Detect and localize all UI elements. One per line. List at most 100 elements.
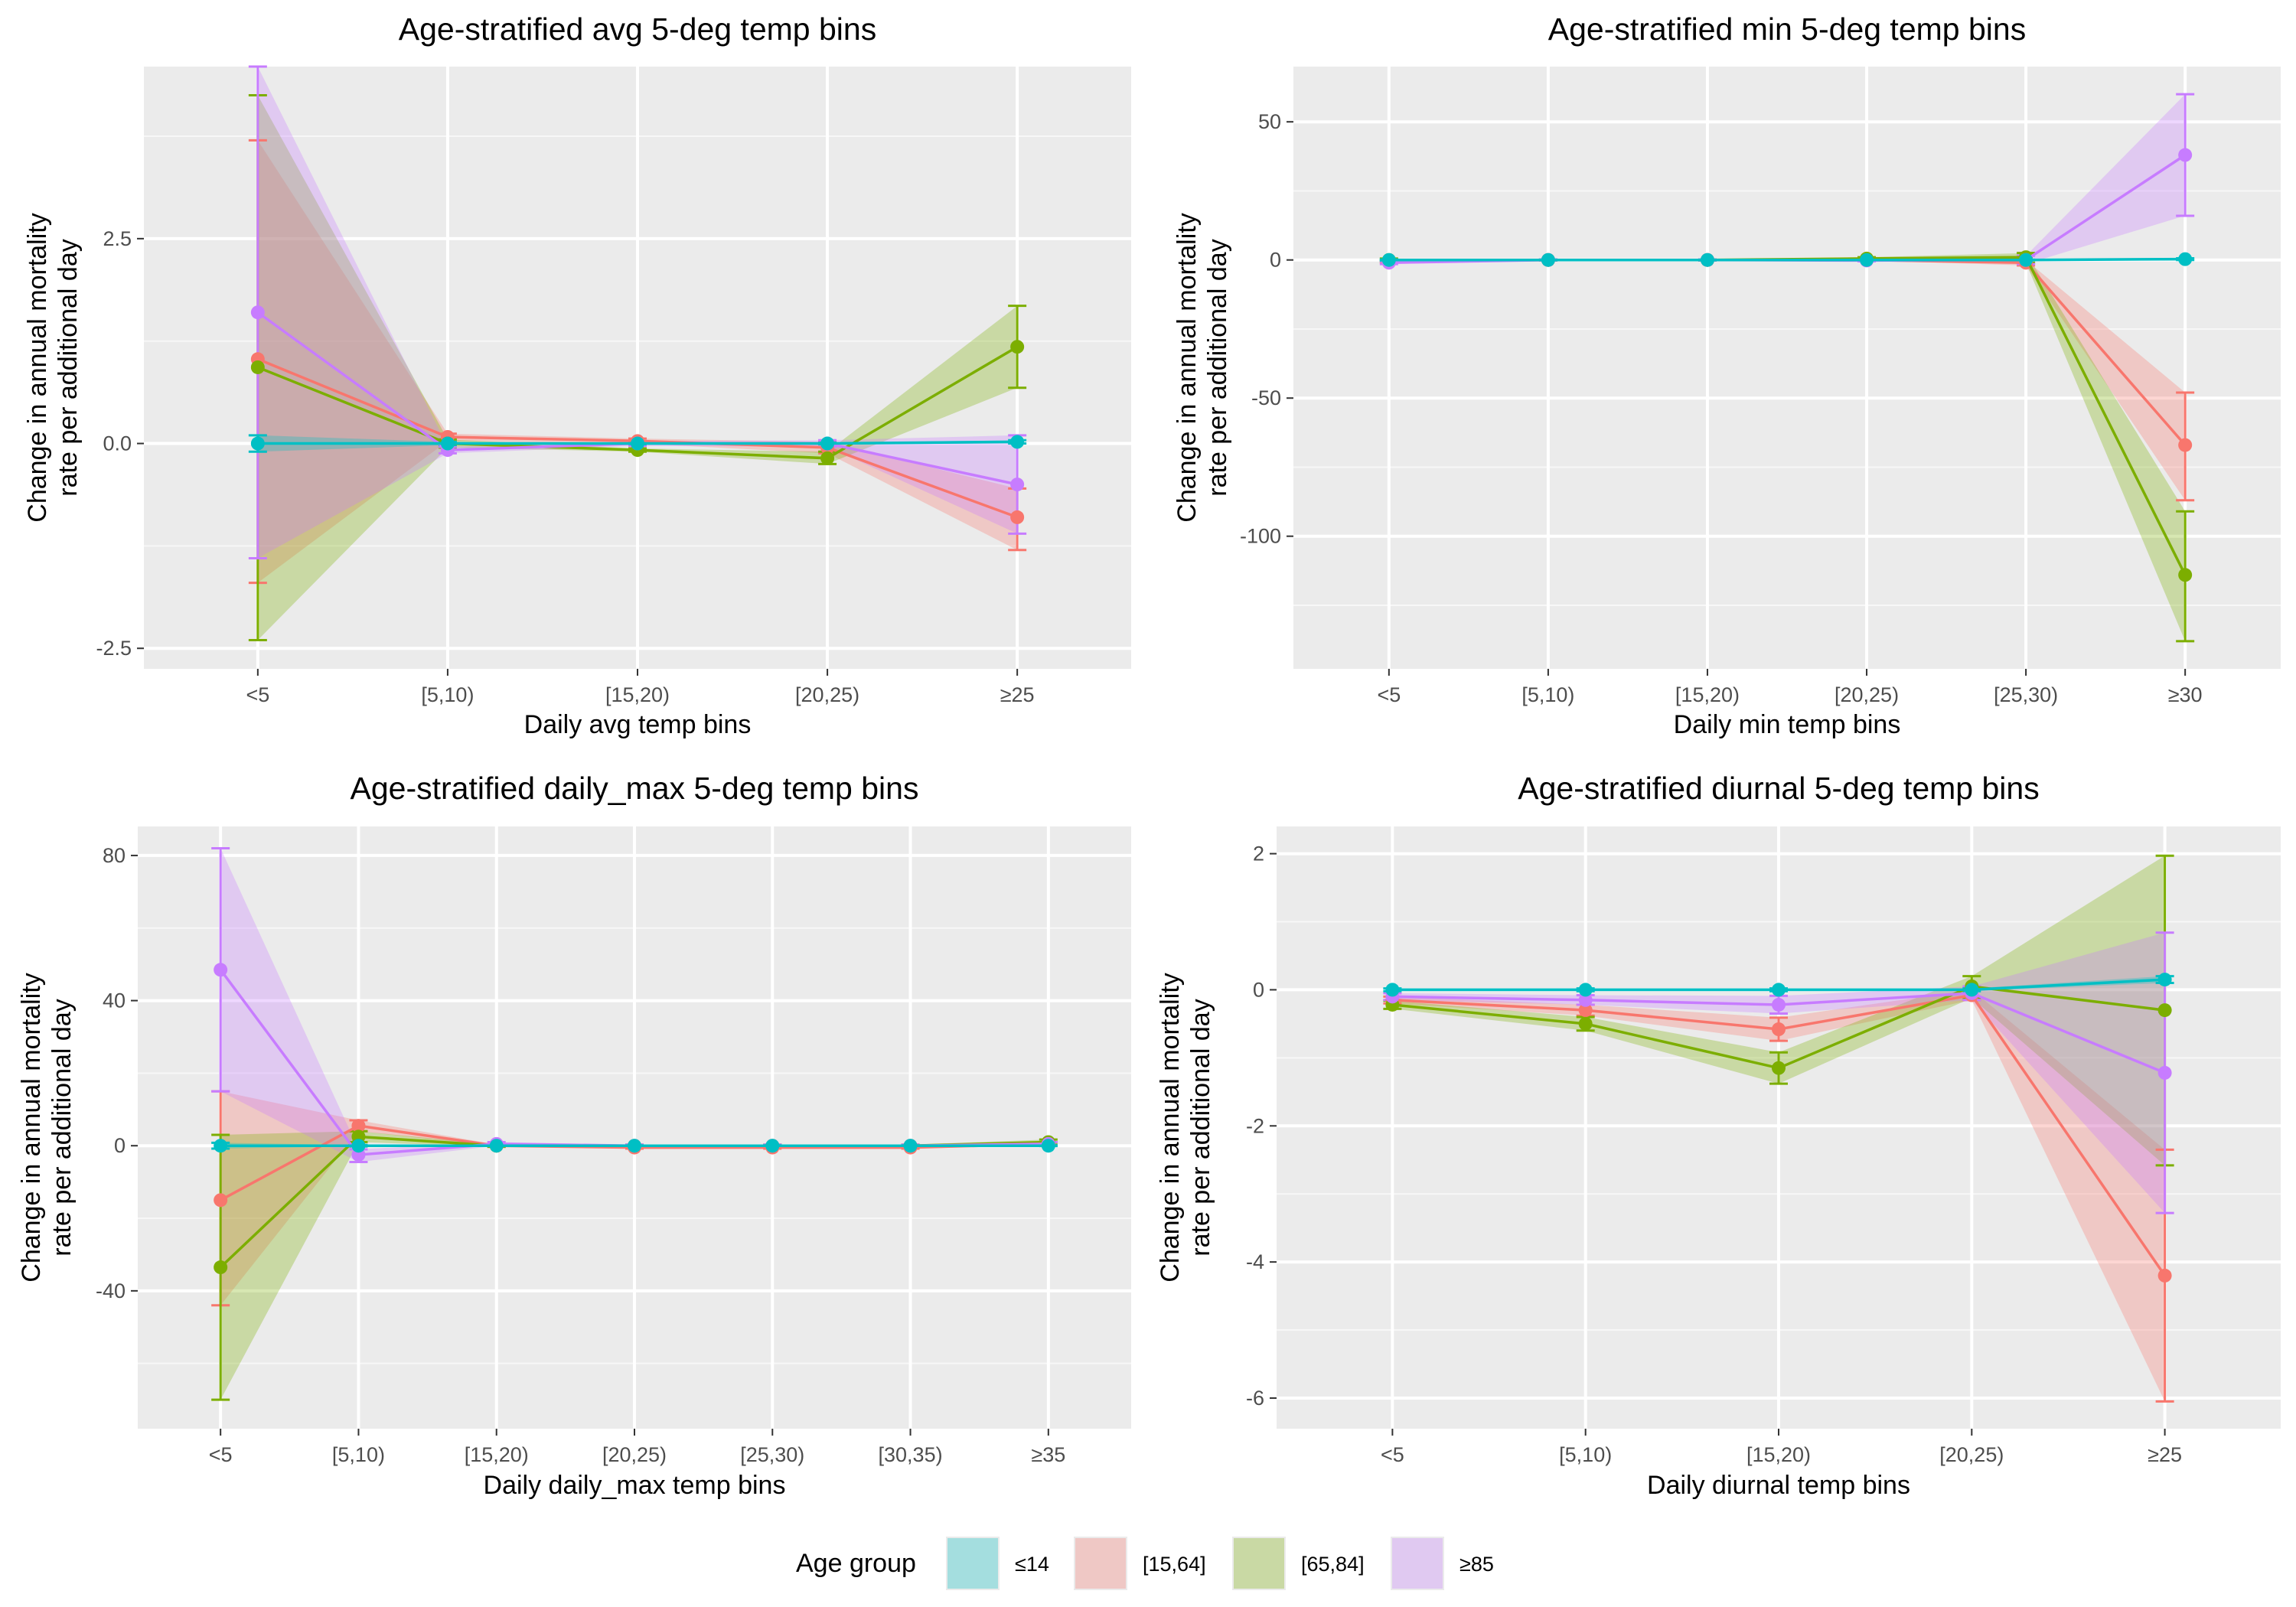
x-tick-label: <5: [1381, 1443, 1404, 1466]
legend-key: [1232, 1537, 1286, 1590]
series-line: [1388, 257, 2186, 262]
data-point: [2157, 973, 2172, 987]
x-axis-title: Daily diurnal temp bins: [1647, 1471, 1910, 1500]
data-point: [820, 451, 835, 465]
data-point: [1578, 983, 1593, 997]
x-tick-label: <5: [209, 1443, 233, 1466]
legend: Age group ≤14 [15,64] [65,84] ≥85: [796, 1537, 1494, 1590]
data-point: [1541, 253, 1555, 267]
chart-title: Age-stratified avg 5-deg temp bins: [399, 11, 876, 47]
data-point: [1385, 983, 1400, 997]
x-tick-label: [5,10): [421, 683, 474, 706]
x-tick-label: ≥25: [2148, 1443, 2182, 1466]
ci-ribbon: [220, 848, 1049, 1162]
legend-key: [946, 1537, 1000, 1590]
data-point: [351, 1139, 366, 1153]
x-tick-label: [20,25): [795, 683, 859, 706]
data-point: [1772, 997, 1786, 1012]
y-axis-title: Change in annual mortality: [17, 973, 46, 1282]
y-tick-label: 50: [1258, 110, 1281, 133]
data-point: [1772, 1022, 1786, 1037]
legend-key: [1074, 1537, 1127, 1590]
x-tick-label: [20,25): [1835, 683, 1899, 706]
chart-title: Age-stratified daily_max 5-deg temp bins: [351, 771, 919, 806]
data-point: [1010, 510, 1025, 524]
legend-label: ≥85: [1459, 1553, 1494, 1576]
data-point: [1578, 1003, 1593, 1018]
data-point: [2178, 148, 2193, 162]
data-point: [2157, 1268, 2172, 1283]
data-point: [214, 1260, 228, 1275]
data-point: [250, 436, 265, 451]
y-axis-title: rate per additional day: [1203, 239, 1232, 496]
data-point: [250, 360, 265, 374]
x-tick-label: [25,30): [740, 1443, 804, 1466]
data-point: [351, 1119, 366, 1133]
y-tick-label: 0: [1270, 249, 1281, 272]
data-point: [1860, 253, 1874, 267]
data-point: [628, 1139, 641, 1153]
data-point: [903, 1139, 918, 1153]
y-tick-label: -100: [1240, 525, 1281, 548]
y-axis-title: rate per additional day: [54, 239, 83, 496]
y-tick-label: 80: [103, 844, 126, 867]
data-point: [1010, 340, 1025, 354]
legend-swatch: [947, 1538, 998, 1589]
data-point: [1010, 478, 1025, 492]
legend-swatch: [1075, 1538, 1126, 1589]
y-axis-title: rate per additional day: [1186, 999, 1215, 1256]
y-tick-label: 2.5: [103, 227, 132, 250]
x-tick-label: ≥30: [2168, 683, 2203, 706]
x-tick-label: [15,20): [1746, 1443, 1811, 1466]
data-point: [1965, 983, 1979, 997]
x-tick-label: ≥25: [1000, 683, 1035, 706]
x-tick-label: [5,10): [1521, 683, 1574, 706]
data-point: [1010, 435, 1025, 449]
data-point: [214, 963, 228, 977]
x-tick-label: <5: [246, 683, 269, 706]
chart-title: Age-stratified min 5-deg temp bins: [1548, 11, 2026, 47]
data-point: [820, 436, 835, 451]
x-tick-label: [20,25): [602, 1443, 667, 1466]
x-tick-label: [15,20): [605, 683, 670, 706]
panel-3: -40 0 40 80 <5 [5,10) [15,20) [20,25) [25,30) [30…: [17, 771, 1131, 1500]
x-tick-label: [25,30): [1994, 683, 2058, 706]
legend-label: [65,84]: [1301, 1553, 1365, 1576]
legend-key: [1391, 1537, 1444, 1590]
panel-2: -100 -50 0 50 <5 [5,10) [15,20) [20,25) [25,30) ≥…: [1172, 11, 2281, 739]
legend-swatch: [1392, 1538, 1443, 1589]
y-tick-label: 40: [103, 989, 126, 1012]
legend-label: [15,64]: [1143, 1553, 1206, 1576]
data-point: [1772, 1061, 1786, 1075]
x-tick-label: [15,20): [1675, 683, 1740, 706]
ci-ribbon: [257, 67, 1018, 559]
y-axis-title: Change in annual mortality: [1172, 213, 1202, 522]
x-axis-title: Daily daily_max temp bins: [484, 1471, 786, 1500]
data-point: [250, 305, 265, 320]
chart-panels: -2.5 0.0 2.5 <5 [5,10) [15,20) [20,25) ≥25 Age-s…: [17, 11, 2281, 1500]
legend-swatch: [1234, 1538, 1284, 1589]
data-point: [1041, 1139, 1055, 1153]
y-tick-label: -2: [1246, 1114, 1264, 1137]
data-point: [2019, 253, 2033, 267]
data-point: [2157, 1065, 2172, 1080]
y-axis-title: Change in annual mortality: [23, 213, 52, 522]
y-tick-label: 0.0: [103, 432, 132, 455]
y-tick-label: 0: [1253, 978, 1264, 1001]
data-point: [214, 1139, 228, 1153]
y-tick-label: -6: [1246, 1387, 1264, 1410]
ci-ribbon: [220, 1091, 1049, 1305]
y-axis-title: Change in annual mortality: [1156, 973, 1185, 1282]
x-axis-title: Daily min temp bins: [1674, 710, 1901, 739]
x-tick-label: [20,25): [1939, 1443, 2004, 1466]
ci-ribbon: [220, 1131, 1049, 1400]
legend-title: Age group: [796, 1549, 916, 1578]
y-tick-label: -50: [1251, 386, 1281, 409]
x-axis-title: Daily avg temp bins: [524, 710, 752, 739]
x-tick-label: <5: [1377, 683, 1401, 706]
data-point: [1700, 253, 1714, 267]
x-tick-label: [5,10): [332, 1443, 385, 1466]
data-point: [2178, 252, 2193, 266]
data-point: [2157, 1003, 2172, 1018]
data-point: [1381, 253, 1396, 267]
